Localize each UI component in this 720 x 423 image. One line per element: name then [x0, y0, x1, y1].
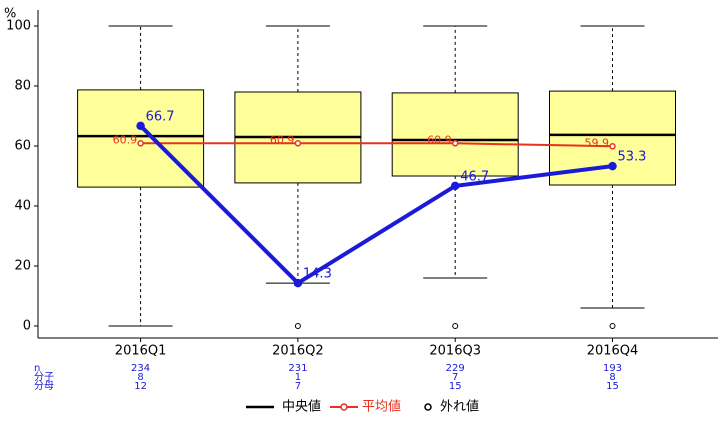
x-tick-label: 2016Q2 [272, 344, 324, 359]
x-tick-label: 2016Q1 [115, 344, 167, 359]
data-label: 66.7 [146, 109, 175, 124]
x-tick-label: 2016Q3 [429, 344, 481, 359]
point [608, 161, 617, 171]
x-tick-label: 2016Q4 [587, 344, 639, 359]
table-cell: 1 [295, 372, 301, 383]
y-tick-label: 100 [6, 19, 31, 34]
box [77, 89, 205, 188]
line [139, 124, 613, 286]
legend-outlier-key [424, 403, 432, 411]
data-label: 53.3 [618, 150, 647, 165]
table-cell: 8 [609, 372, 615, 383]
data-label: 14.3 [303, 267, 332, 282]
data-label: 60.9 [113, 133, 138, 146]
table-cell: 231 [288, 363, 307, 374]
table-cell: 8 [137, 372, 143, 383]
table-row-label: n [34, 363, 40, 374]
data-label: 60.9 [270, 133, 295, 146]
legend-mean-marker [340, 403, 348, 411]
legend-label: 中央値 [282, 399, 321, 415]
box [391, 92, 519, 177]
outlier [294, 323, 301, 329]
point [136, 121, 145, 131]
table-cell: 7 [295, 381, 301, 392]
data-label: 46.7 [460, 169, 489, 184]
point [451, 140, 459, 147]
table-cell: 229 [446, 363, 465, 374]
data-label: 59.9 [585, 136, 610, 149]
point [294, 140, 302, 147]
y-tick-label: 20 [14, 259, 31, 274]
table-row-label: 分子 [34, 371, 54, 383]
y-tick-label: 60 [14, 139, 31, 154]
table-cell: 12 [134, 381, 147, 392]
table-cell: 7 [452, 372, 458, 383]
point [609, 143, 616, 150]
line [140, 142, 613, 148]
point [137, 140, 144, 147]
y-tick-label: 40 [14, 199, 31, 214]
table-cell: 193 [603, 363, 622, 374]
point [450, 181, 460, 191]
table-cell: 15 [449, 381, 462, 392]
point [293, 278, 303, 288]
y-tick-label: 80 [14, 79, 31, 94]
table-cell: 15 [606, 381, 619, 392]
legend-label: 平均値 [362, 399, 401, 415]
data-label: 60.9 [427, 133, 452, 146]
legend-label: 外れ値 [440, 399, 479, 415]
y-tick-label: 0 [23, 319, 31, 334]
outlier [452, 323, 459, 329]
y-axis-label: % [4, 7, 16, 22]
table-row-label: 分母 [34, 380, 54, 392]
table-cell: 234 [131, 363, 150, 374]
outlier [609, 323, 616, 329]
